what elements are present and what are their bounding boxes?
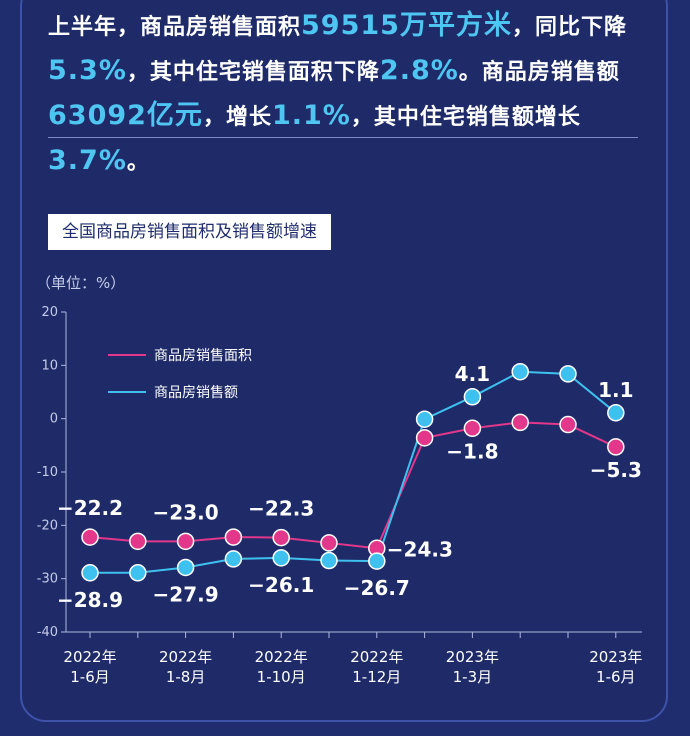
summary-highlight-sales-change: 1.1% [271, 100, 351, 131]
series-0-point [607, 438, 625, 456]
data-label: 1.1 [598, 378, 633, 402]
series-1-point [559, 365, 577, 383]
series-0-point [81, 528, 99, 546]
y-tick-label: -30 [37, 572, 58, 587]
series-1-point [129, 564, 147, 582]
chart-title: 全国商品房销售面积及销售额增速 [48, 214, 331, 250]
summary-highlight-residential-sales: 3.7% [48, 145, 127, 176]
summary-headline: 上半年，商品房销售面积59515万平方米，同比下降 5.3%，其中住宅销售面积下降… [48, 4, 648, 184]
x-tick-label: 1-3月 [453, 668, 493, 686]
series-0-point [415, 429, 434, 447]
y-tick-label: 20 [41, 305, 58, 320]
series-1-point [368, 552, 386, 570]
data-label: −22.3 [248, 497, 314, 521]
legend-label-0: 商品房销售面积 [154, 348, 252, 364]
series-0-point [511, 413, 529, 432]
legend-label-1: 商品房销售额 [154, 385, 238, 401]
summary-highlight-sales: 63092亿元 [48, 100, 203, 131]
data-label: 4.1 [455, 362, 490, 386]
series-1-point [81, 564, 99, 582]
series-1-point [607, 404, 625, 422]
series-1-point [511, 362, 529, 381]
data-label: −26.1 [248, 573, 314, 597]
summary-highlight-area-change: 5.3% [48, 55, 127, 86]
y-tick-label: -20 [37, 518, 58, 533]
summary-highlight-residential-area: 2.8% [379, 55, 459, 86]
series-1-point [176, 558, 195, 577]
summary-text-4: 。商品房销售额 [458, 60, 620, 85]
series-1-point [224, 550, 243, 568]
series-0-point [176, 532, 195, 551]
x-tick-label: 1-8月 [166, 668, 206, 686]
summary-text-2: ，同比下降 [511, 15, 627, 40]
x-tick-label: 2022年 [255, 648, 308, 666]
data-label: −27.9 [153, 582, 219, 606]
y-tick-label: 0 [50, 412, 58, 427]
summary-text-7: 。 [126, 150, 150, 175]
data-label: −28.9 [57, 588, 123, 612]
x-tick-label: 2023年 [446, 648, 499, 666]
x-tick-label: 2022年 [63, 648, 116, 666]
panel-frame [20, 0, 668, 722]
data-label: −23.0 [153, 500, 219, 524]
summary-highlight-area: 59515万平方米 [301, 10, 512, 41]
data-label: −5.3 [590, 458, 642, 482]
summary-text-6: ，其中住宅销售额增长 [350, 105, 581, 130]
x-tick-label: 1-10月 [257, 668, 306, 686]
data-label: −26.7 [344, 576, 410, 600]
series-0-point [463, 419, 482, 438]
data-label: −1.8 [446, 439, 498, 463]
series-line-1 [90, 370, 617, 574]
series-0-point [320, 534, 338, 552]
data-label: −24.3 [387, 537, 453, 561]
data-label: −22.2 [57, 496, 123, 520]
x-tick-label: 2022年 [350, 648, 403, 666]
y-tick-label: 10 [41, 358, 58, 373]
y-tick-label: -40 [37, 625, 58, 640]
series-0-point [272, 528, 290, 547]
series-0-point [559, 415, 577, 434]
x-tick-label: 1-6月 [70, 668, 110, 686]
series-1-point [415, 410, 434, 428]
series-1-point [463, 388, 482, 406]
x-tick-label: 2023年 [589, 648, 642, 666]
y-tick-label: -10 [37, 465, 58, 480]
series-line-0 [89, 421, 617, 550]
x-tick-label: 2022年 [159, 648, 212, 666]
divider [48, 137, 638, 138]
unit-label: （单位：%） [36, 274, 126, 292]
x-tick-label: 1-12月 [352, 668, 401, 686]
series-1-point [272, 549, 290, 567]
summary-text-3: ，其中住宅销售面积下降 [126, 60, 380, 85]
summary-text-1: 上半年，商品房销售面积 [48, 15, 302, 40]
series-0-point [224, 528, 243, 546]
series-1-point [320, 551, 338, 570]
x-tick-label: 1-6月 [596, 668, 636, 686]
series-0-point [129, 532, 147, 551]
summary-text-5: ，增长 [202, 105, 272, 130]
